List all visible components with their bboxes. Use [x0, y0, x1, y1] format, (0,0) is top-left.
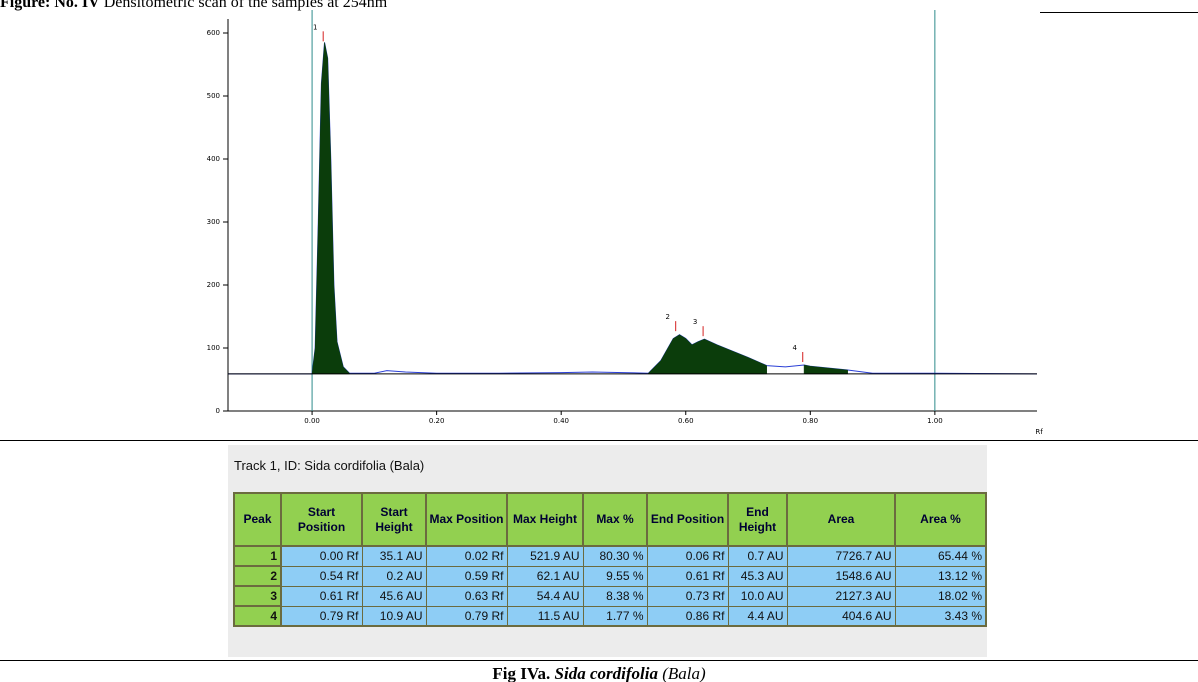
table-cell: 0.7 AU: [727, 545, 788, 567]
peak-number: 2: [233, 565, 282, 587]
track-title: Track 1, ID: Sida cordifolia (Bala): [234, 458, 425, 473]
peak-table: Peak Start Position Start Height Max Positi…: [233, 492, 987, 627]
header-text: Densitometric scan of the samples at 254…: [103, 0, 388, 11]
header: Figure: No. IV Densitometric scan of the…: [0, 0, 387, 12]
table-body: 1 0.00 Rf 35.1 AU 0.02 Rf 521.9 AU 80.30 % 0.0…: [233, 545, 987, 627]
table-cell: 0.79 Rf: [280, 605, 363, 627]
table-cell: 45.6 AU: [361, 585, 427, 607]
table-cell: 7726.7 AU: [786, 545, 896, 567]
column-header: Max Height: [506, 492, 584, 547]
y-tick-label: 300: [207, 218, 220, 226]
table-cell: 0.59 Rf: [425, 565, 508, 587]
rule: [1040, 12, 1198, 13]
peak-label: 3: [693, 318, 697, 326]
table-cell: 11.5 AU: [506, 605, 584, 627]
scan-line: [228, 42, 1038, 375]
table-cell: 0.06 Rf: [646, 545, 729, 567]
table-cell: 0.73 Rf: [646, 585, 729, 607]
y-tick-label: 0: [216, 407, 220, 415]
peak-label: 4: [793, 344, 798, 352]
x-tick-label: 0.00: [304, 417, 320, 425]
table-cell: 1.77 %: [582, 605, 648, 627]
x-tick-label: 1.00: [927, 417, 943, 425]
table-cell: 0.61 Rf: [280, 585, 363, 607]
column-header: End Position: [646, 492, 729, 547]
track-panel: Track 1, ID: Sida cordifolia (Bala) Peak…: [228, 445, 987, 657]
y-tick-label: 400: [207, 155, 220, 163]
table-cell: 521.9 AU: [506, 545, 584, 567]
table-cell: 0.02 Rf: [425, 545, 508, 567]
table-row: 1 0.00 Rf 35.1 AU 0.02 Rf 521.9 AU 80.30 % 0.0…: [233, 545, 987, 567]
table-cell: 0.2 AU: [361, 565, 427, 587]
header-label: Figure: No. IV: [0, 0, 100, 11]
header-row: Peak Start Position Start Height Max Positi…: [233, 492, 987, 547]
table-row: 3 0.61 Rf 45.6 AU 0.63 Rf 54.4 AU 8.38 % 0.73 …: [233, 585, 987, 607]
table-cell: 54.4 AU: [506, 585, 584, 607]
caption-common: (Bala): [662, 664, 706, 682]
table-cell: 9.55 %: [582, 565, 648, 587]
rule: [0, 660, 1198, 661]
caption-species: Sida cordifolia: [554, 664, 658, 682]
table-row: 4 0.79 Rf 10.9 AU 0.79 Rf 11.5 AU 1.77 % 0.86 …: [233, 605, 987, 627]
x-tick-label: 0.60: [678, 417, 694, 425]
table-cell: 35.1 AU: [361, 545, 427, 567]
table-cell: 80.30 %: [582, 545, 648, 567]
caption-label: Fig IVa.: [492, 664, 551, 682]
table-cell: 404.6 AU: [786, 605, 896, 627]
table-cell: 10.0 AU: [727, 585, 788, 607]
table-cell: 8.38 %: [582, 585, 648, 607]
column-header: Peak: [233, 492, 282, 547]
table-cell: 65.44 %: [894, 545, 987, 567]
caption: Fig IVa. Sida cordifolia (Bala): [0, 664, 1198, 682]
x-axis-label: Rf: [1035, 428, 1043, 436]
x-tick-label: 0.40: [553, 417, 569, 425]
table-row: 2 0.54 Rf 0.2 AU 0.59 Rf 62.1 AU 9.55 % 0.61 R…: [233, 565, 987, 587]
peak-number: 1: [233, 545, 282, 567]
table-cell: 0.63 Rf: [425, 585, 508, 607]
y-tick-label: 500: [207, 92, 220, 100]
peak-label: 2: [665, 313, 669, 321]
column-header: Start Position: [280, 492, 363, 547]
table-cell: 1548.6 AU: [786, 565, 896, 587]
y-tick-label: 600: [207, 29, 220, 37]
table-cell: 0.00 Rf: [280, 545, 363, 567]
table-cell: 4.4 AU: [727, 605, 788, 627]
x-tick-label: 0.20: [429, 417, 445, 425]
chart: 0 100 200 300 400 500 600 0.00 0.20 0.40 0.60 0.80 1…: [207, 10, 1043, 436]
table-cell: 3.43 %: [894, 605, 987, 627]
peak-number: 3: [233, 585, 282, 607]
table-cell: 2127.3 AU: [786, 585, 896, 607]
column-header: Max Position: [425, 492, 508, 547]
table-cell: 13.12 %: [894, 565, 987, 587]
column-header: Area %: [894, 492, 987, 547]
peak-label: 1: [313, 23, 317, 31]
table-cell: 0.54 Rf: [280, 565, 363, 587]
table-cell: 0.61 Rf: [646, 565, 729, 587]
column-header: Start Height: [361, 492, 427, 547]
rule: [0, 440, 1198, 441]
column-header: End Height: [727, 492, 788, 547]
y-tick-label: 100: [207, 344, 220, 352]
peak-area: [311, 42, 848, 375]
table-cell: 62.1 AU: [506, 565, 584, 587]
table-cell: 18.02 %: [894, 585, 987, 607]
y-tick-label: 200: [207, 281, 220, 289]
table-cell: 0.86 Rf: [646, 605, 729, 627]
column-header: Max %: [582, 492, 648, 547]
table-cell: 10.9 AU: [361, 605, 427, 627]
x-tick-label: 0.80: [803, 417, 819, 425]
table-cell: 45.3 AU: [727, 565, 788, 587]
column-header: Area: [786, 492, 896, 547]
peak-number: 4: [233, 605, 282, 627]
table-cell: 0.79 Rf: [425, 605, 508, 627]
